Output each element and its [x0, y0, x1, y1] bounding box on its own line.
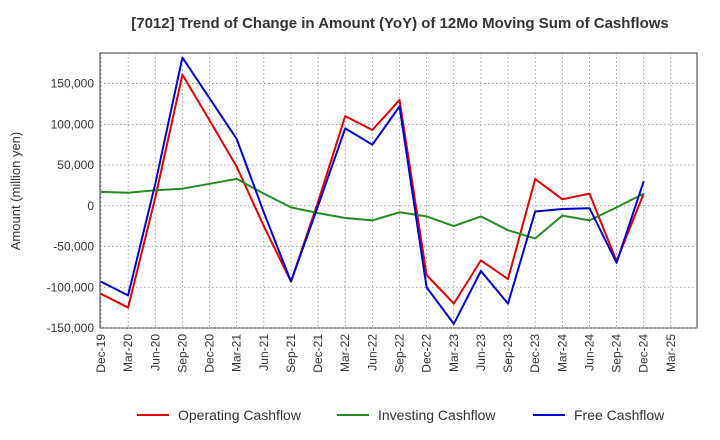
legend-label: Operating Cashflow	[178, 407, 302, 423]
series-layer	[100, 56, 645, 325]
x-tick-label: Dec-23	[528, 334, 542, 373]
x-tick-label: Jun-22	[365, 334, 379, 371]
x-tick-label: Mar-24	[555, 334, 569, 372]
investing-cashflow-line	[100, 177, 645, 240]
chart-title: [7012] Trend of Change in Amount (YoY) o…	[131, 15, 669, 32]
legend-label: Free Cashflow	[574, 407, 665, 423]
legend-item-investing-cashflow: Investing Cashflow	[337, 407, 496, 423]
x-tick-label: Jun-24	[582, 334, 596, 371]
x-tick-label: Dec-22	[420, 334, 434, 373]
legend-item-free-cashflow: Free Cashflow	[533, 407, 665, 423]
x-tick-label: Dec-24	[637, 334, 651, 373]
x-tick-label: Jun-21	[257, 334, 271, 371]
x-tick-label: Sep-20	[175, 334, 189, 373]
x-tick-label: Sep-23	[501, 334, 515, 373]
x-tick-label: Sep-21	[284, 334, 298, 373]
y-axis-ticks: 150,000 100,000 50,000 0 -50,000 -100,000 -150…	[47, 77, 95, 335]
y-tick-label: 150,000	[51, 77, 95, 91]
y-tick-label: -50,000	[53, 240, 94, 254]
y-tick-label: 0	[87, 199, 94, 213]
y-tick-label: -150,000	[47, 321, 95, 335]
x-axis-ticks: Dec-19 Mar-20 Jun-20 Sep-20 Dec-20 Mar-21 Jun-…	[94, 334, 678, 373]
x-tick-label: Sep-24	[610, 334, 624, 373]
x-tick-label: Mar-21	[230, 334, 244, 372]
y-axis-label: Amount (million yen)	[8, 132, 23, 251]
x-tick-label: Dec-20	[203, 334, 217, 373]
legend-label: Investing Cashflow	[378, 407, 496, 423]
legend: Operating Cashflow Investing Cashflow Free…	[137, 407, 665, 423]
y-tick-label: 100,000	[51, 117, 95, 131]
x-tick-label: Dec-21	[311, 334, 325, 373]
x-tick-label: Jun-23	[474, 334, 488, 371]
x-tick-label: Sep-22	[393, 334, 407, 373]
x-tick-label: Jun-20	[148, 334, 162, 371]
x-tick-label: Mar-20	[121, 334, 135, 372]
x-tick-label: Mar-22	[338, 334, 352, 372]
y-tick-label: 50,000	[57, 158, 94, 172]
x-tick-label: Dec-19	[94, 334, 108, 373]
operating-cashflow-line	[100, 73, 645, 309]
x-tick-label: Mar-23	[447, 334, 461, 372]
x-tick-label: Mar-25	[664, 334, 678, 372]
plot-frame	[99, 52, 698, 329]
grid-layer	[100, 53, 697, 329]
free-cashflow-line	[100, 56, 645, 325]
y-tick-label: -100,000	[47, 280, 95, 294]
legend-item-operating-cashflow: Operating Cashflow	[137, 407, 302, 423]
